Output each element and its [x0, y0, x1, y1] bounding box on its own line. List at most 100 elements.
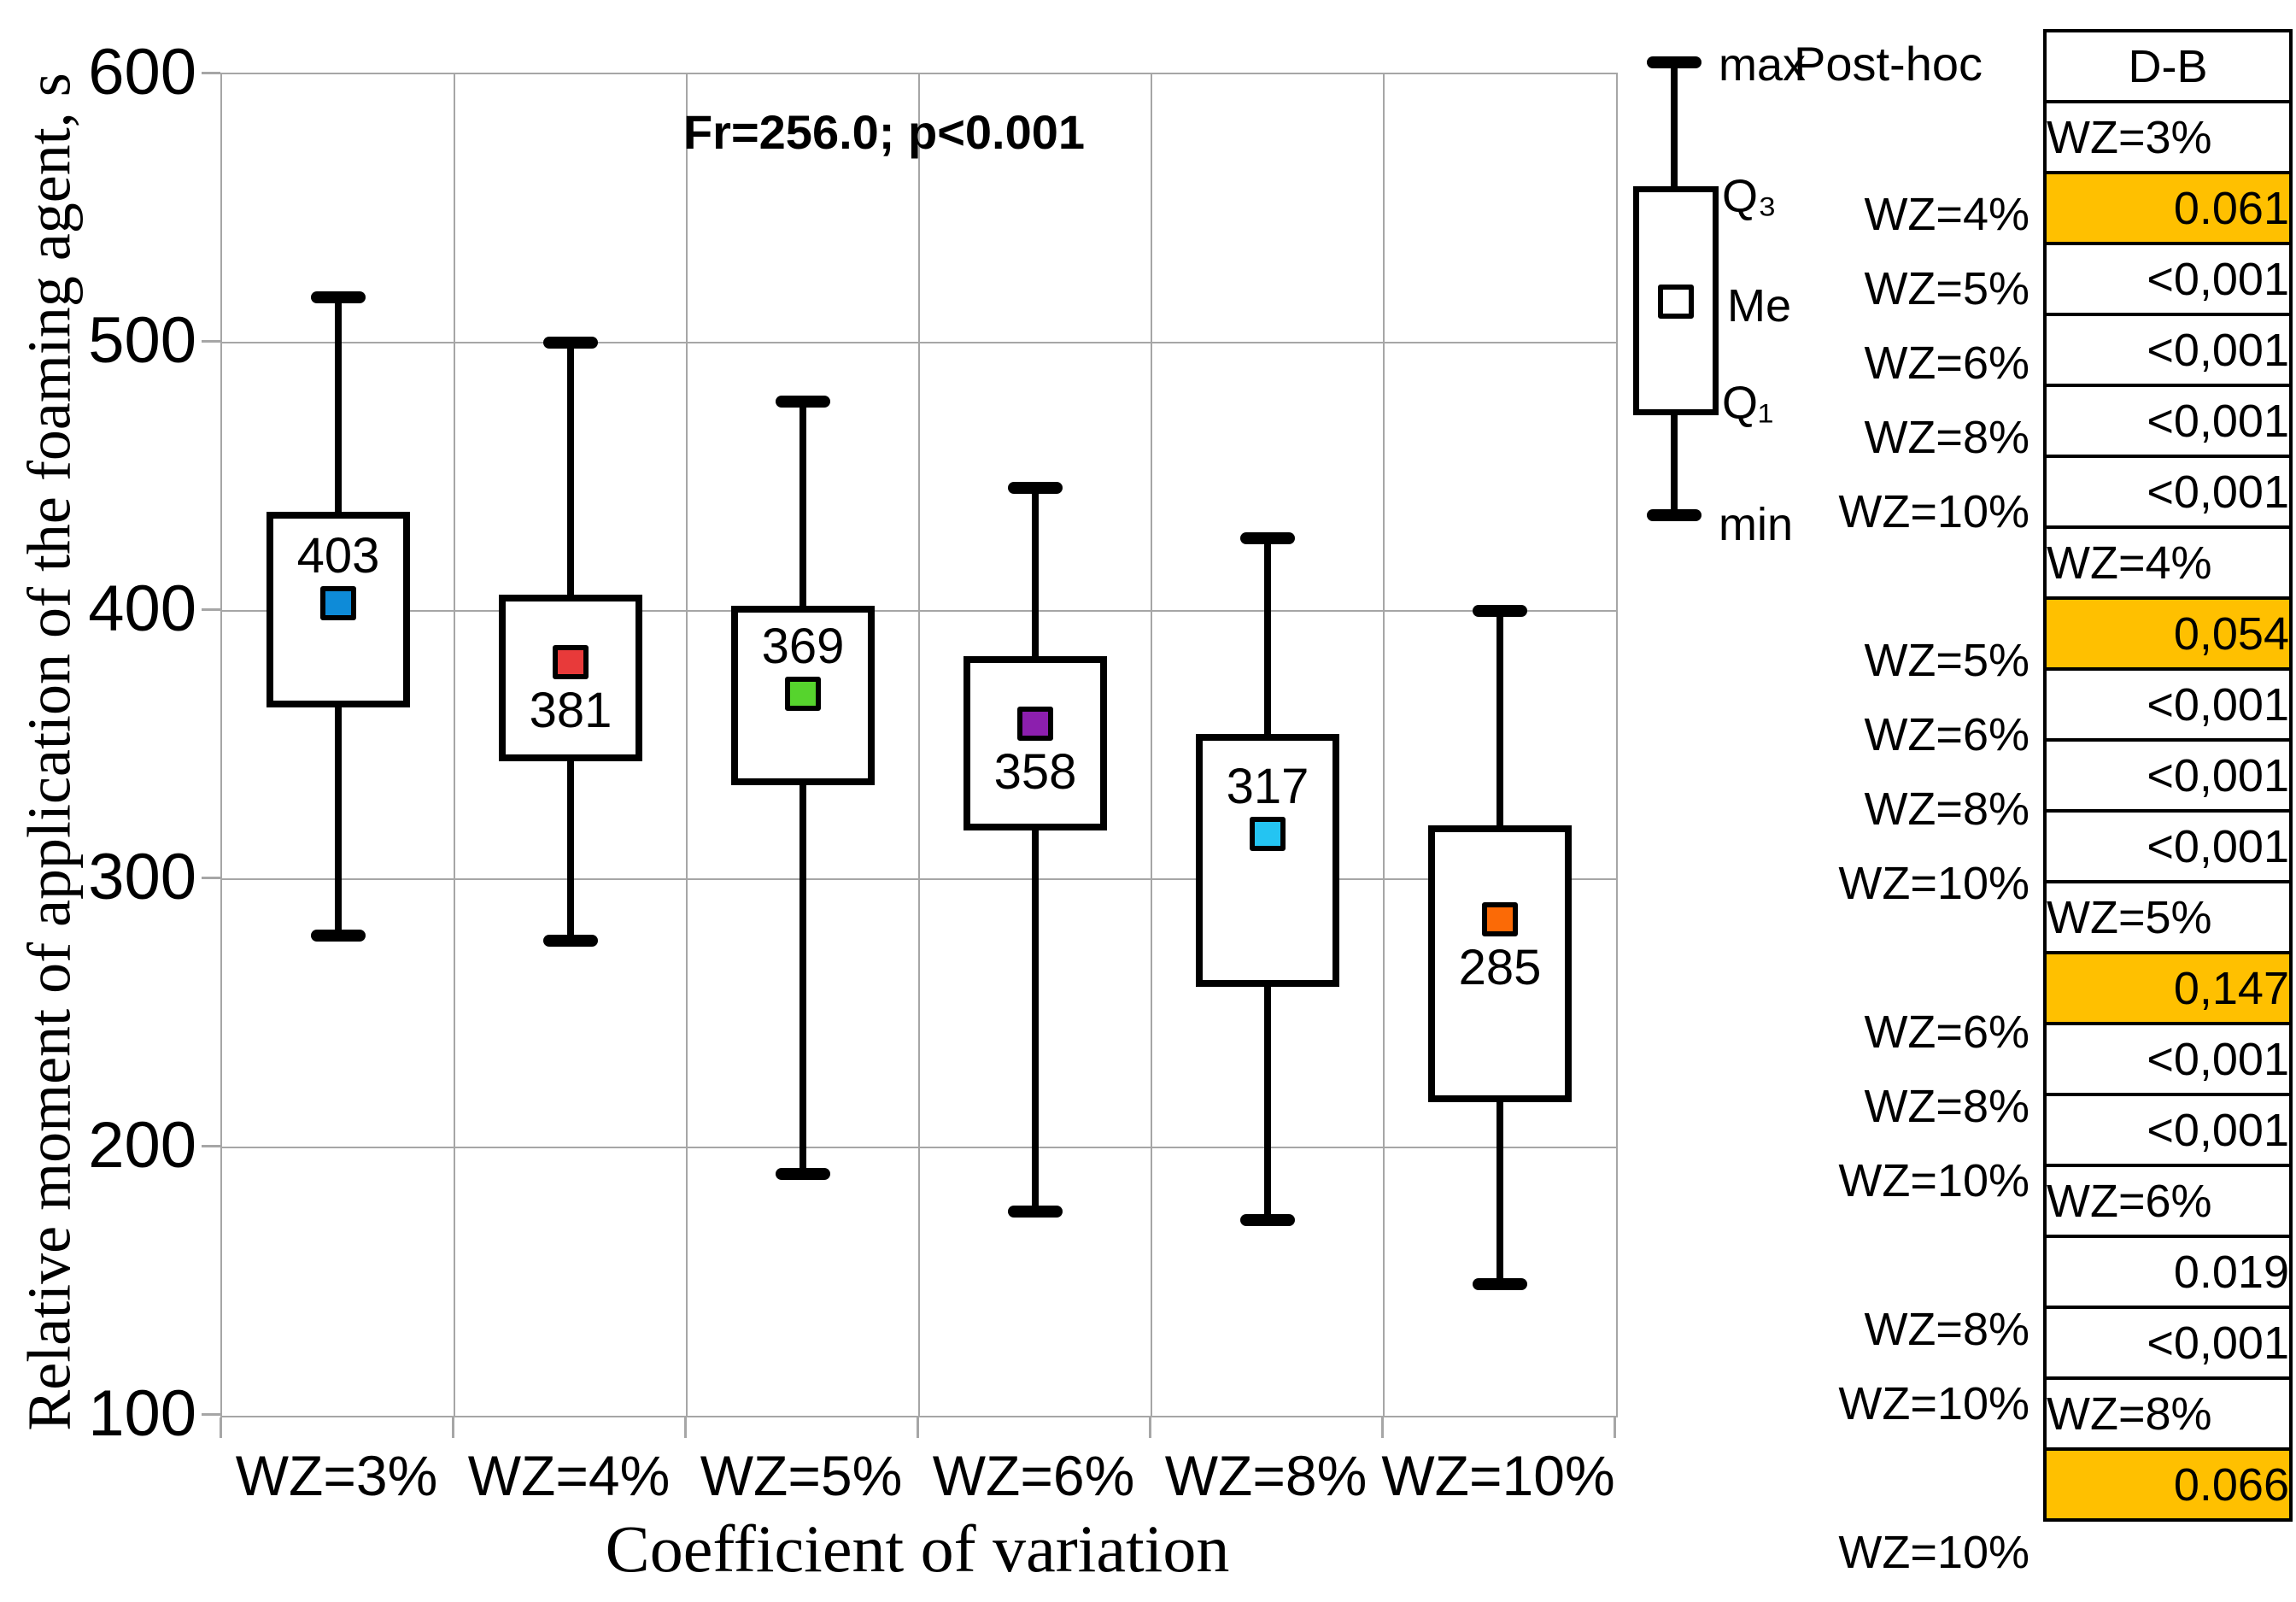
lower-whisker [800, 785, 806, 1175]
max-whisker-cap [311, 290, 366, 303]
median-value-label: 403 [296, 527, 380, 584]
median-value-label: 285 [1458, 940, 1542, 996]
group-header-cell: WZ=3% [2043, 100, 2293, 174]
comparison-row-label: WZ=8% [1864, 1081, 2030, 1132]
plot-area: 403 381 369 358 317 285 [220, 73, 1618, 1417]
min-whisker-cap [311, 929, 366, 942]
max-whisker-cap [776, 396, 830, 408]
upper-whisker [1264, 538, 1271, 735]
p-value-cell: 0.019 [2043, 1235, 2293, 1309]
table-row: WZ=6% [2043, 1164, 2293, 1238]
comparison-row-label: WZ=10% [1838, 1378, 2030, 1429]
median-marker [320, 585, 356, 620]
legend-lower-whisker [1671, 414, 1678, 514]
comparison-row-label: WZ=10% [1838, 1527, 2030, 1578]
group-header-cell: WZ=5% [2043, 880, 2293, 954]
x-tick-label: WZ=4% [467, 1444, 671, 1507]
x-tick-mark [1381, 1417, 1384, 1438]
table-row: 0.066 [2043, 1447, 2293, 1522]
p-value-cell: <0,001 [2043, 1022, 2293, 1096]
p-value-cell: <0,001 [2043, 667, 2293, 742]
gridline-vertical [918, 74, 920, 1416]
legend-median-marker-icon [1658, 285, 1694, 319]
max-whisker-cap [543, 337, 598, 349]
median-marker [785, 677, 821, 712]
min-whisker-cap [1473, 1278, 1527, 1291]
comparison-row-label: WZ=8% [1864, 783, 2030, 835]
y-tick-label: 300 [88, 841, 196, 913]
x-tick-mark [917, 1417, 919, 1438]
table-row: <0,001 [2043, 667, 2293, 742]
table-row: WZ=5% [2043, 880, 2293, 954]
x-tick-label: WZ=10% [1381, 1444, 1615, 1507]
min-whisker-cap [1008, 1206, 1063, 1218]
upper-whisker [1032, 487, 1039, 657]
y-tick-mark [202, 1413, 220, 1416]
p-value-cell: <0,001 [2043, 809, 2293, 883]
x-tick-label: WZ=6% [932, 1444, 1135, 1507]
iqr-box [964, 656, 1107, 831]
gridline-vertical [686, 74, 688, 1416]
comparison-row-label: WZ=10% [1838, 858, 2030, 909]
y-axis-title: Relative moment of application of the fo… [15, 73, 84, 1431]
table-row: WZ=8% [2043, 1376, 2293, 1451]
max-whisker-cap [1240, 532, 1295, 545]
lower-whisker [1032, 830, 1039, 1212]
iqr-box [1196, 734, 1339, 987]
table-row: WZ=3% [2043, 100, 2293, 174]
iqr-box [499, 595, 642, 761]
p-value-cell: 0,147 [2043, 951, 2293, 1025]
table-row: 0.061 [2043, 171, 2293, 245]
comparison-row-label: WZ=10% [1838, 1155, 2030, 1206]
lower-whisker [1496, 1101, 1503, 1285]
posthoc-table: D-B WZ=3% 0.061 <0,001 <0,001 <0,001 <0,001 WZ… [2043, 29, 2293, 1522]
x-tick-mark [220, 1417, 222, 1438]
chart-annotation: Fr=256.0; p<0.001 [682, 105, 1086, 159]
table-row: <0,001 [2043, 313, 2293, 387]
y-tick-mark [202, 608, 220, 611]
y-tick-mark [202, 340, 220, 343]
table-row: WZ=4% [2043, 525, 2293, 600]
y-tick-label: 400 [88, 572, 196, 645]
group-header-cell: WZ=6% [2043, 1164, 2293, 1238]
legend-upper-whisker [1671, 63, 1678, 188]
upper-whisker [800, 402, 806, 606]
legend-label-max: max [1719, 39, 1807, 91]
p-value-cell: <0,001 [2043, 242, 2293, 316]
x-tick-label: WZ=8% [1164, 1444, 1368, 1507]
y-tick-label: 200 [88, 1109, 196, 1182]
table-header-cell: D-B [2043, 29, 2293, 103]
legend-label-me: Me [1727, 280, 1792, 332]
comparison-row-label: WZ=6% [1864, 337, 2030, 389]
table-row: <0,001 [2043, 738, 2293, 813]
p-value-cell: 0,054 [2043, 596, 2293, 671]
comparison-row-label: WZ=8% [1864, 412, 2030, 463]
table-row: 0,054 [2043, 596, 2293, 671]
legend-label-q3: Q₃ [1722, 171, 1777, 222]
min-whisker-cap [543, 935, 598, 948]
x-tick-label: WZ=3% [235, 1444, 438, 1507]
x-tick-mark [1614, 1417, 1616, 1438]
max-whisker-cap [1008, 481, 1063, 494]
gridline-vertical [1151, 74, 1152, 1416]
upper-whisker [567, 343, 574, 596]
comparison-row-label: WZ=6% [1864, 1006, 2030, 1058]
median-marker [1482, 902, 1518, 937]
y-tick-mark [202, 1145, 220, 1147]
x-tick-mark [684, 1417, 687, 1438]
x-tick-mark [1149, 1417, 1151, 1438]
max-whisker-cap [1473, 605, 1527, 617]
legend-max-cap-icon [1647, 56, 1702, 68]
group-header-cell: WZ=4% [2043, 525, 2293, 600]
median-marker [553, 644, 589, 679]
posthoc-heading: Post-hoc [1794, 37, 1983, 91]
upper-whisker [335, 296, 342, 512]
p-value-cell: <0,001 [2043, 455, 2293, 529]
table-row: <0,001 [2043, 809, 2293, 883]
table-row: <0,001 [2043, 384, 2293, 458]
median-value-label: 369 [761, 619, 845, 675]
min-whisker-cap [776, 1168, 830, 1181]
p-value-cell: 0.066 [2043, 1447, 2293, 1522]
table-row: <0,001 [2043, 1022, 2293, 1096]
table-row: <0,001 [2043, 455, 2293, 529]
